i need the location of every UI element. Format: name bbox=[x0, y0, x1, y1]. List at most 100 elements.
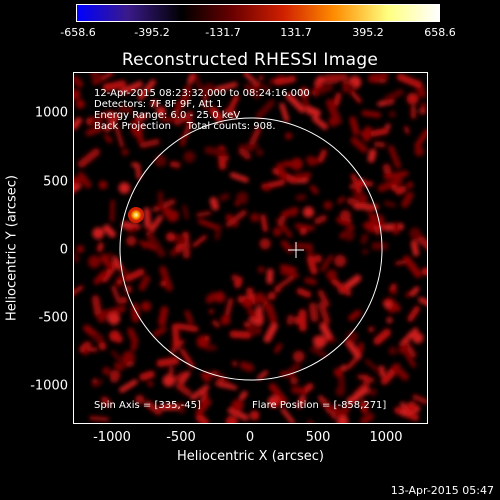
texture-blob bbox=[204, 335, 210, 341]
texture-streak bbox=[209, 197, 220, 211]
texture-streak bbox=[187, 73, 195, 85]
texture-streak bbox=[268, 383, 288, 405]
texture-blob bbox=[231, 360, 238, 367]
texture-blob bbox=[250, 213, 260, 222]
texture-blob bbox=[258, 75, 264, 81]
texture-blob bbox=[299, 227, 308, 236]
timestamp: 13-Apr-2015 05:47 bbox=[390, 484, 494, 497]
texture-blob bbox=[156, 106, 166, 117]
texture-streak bbox=[214, 224, 222, 240]
texture-streak bbox=[330, 277, 352, 296]
texture-blob bbox=[388, 346, 397, 355]
texture-streak bbox=[174, 323, 199, 332]
texture-blob bbox=[325, 332, 333, 340]
texture-streak bbox=[175, 382, 192, 397]
texture-blob bbox=[364, 406, 369, 412]
texture-streak bbox=[260, 214, 268, 233]
texture-blob bbox=[272, 227, 282, 237]
texture-blob bbox=[335, 386, 346, 397]
texture-streak bbox=[178, 401, 186, 414]
texture-streak bbox=[291, 386, 306, 395]
texture-blob bbox=[344, 83, 355, 93]
texture-streak bbox=[118, 105, 134, 114]
texture-streak bbox=[190, 384, 210, 401]
texture-streak bbox=[276, 162, 288, 181]
texture-streak bbox=[403, 126, 410, 135]
texture-streak bbox=[74, 181, 82, 193]
texture-streak bbox=[74, 117, 82, 130]
texture-streak bbox=[114, 124, 125, 148]
texture-blob bbox=[420, 102, 427, 109]
texture-streak bbox=[145, 226, 160, 246]
texture-streak bbox=[346, 356, 359, 370]
x-tick-label: -500 bbox=[166, 430, 196, 445]
texture-streak bbox=[77, 148, 101, 168]
texture-blob bbox=[140, 301, 152, 312]
texture-streak bbox=[360, 233, 369, 245]
texture-streak bbox=[152, 199, 176, 213]
texture-streak bbox=[174, 371, 187, 382]
texture-streak bbox=[310, 185, 319, 195]
texture-blob bbox=[169, 249, 177, 257]
texture-streak bbox=[314, 75, 325, 88]
texture-streak bbox=[396, 73, 422, 89]
texture-blob bbox=[264, 185, 271, 192]
x-axis-label: Heliocentric X (arcsec) bbox=[177, 449, 324, 464]
info-time-range: 12-Apr-2015 08:23:32.000 to 08:24:16.000 bbox=[94, 88, 310, 99]
texture-streak bbox=[159, 265, 173, 292]
texture-streak bbox=[257, 370, 269, 381]
texture-streak bbox=[362, 222, 374, 233]
texture-streak bbox=[401, 347, 417, 368]
texture-streak bbox=[182, 118, 193, 139]
texture-streak bbox=[103, 252, 113, 260]
texture-streak bbox=[196, 211, 211, 218]
texture-streak bbox=[83, 344, 89, 356]
texture-streak bbox=[171, 323, 181, 348]
texture-streak bbox=[215, 82, 238, 92]
texture-streak bbox=[333, 92, 342, 107]
texture-streak bbox=[337, 196, 345, 204]
texture-blob bbox=[231, 274, 239, 282]
texture-streak bbox=[319, 322, 331, 338]
texture-streak bbox=[74, 75, 84, 88]
texture-streak bbox=[192, 235, 207, 248]
texture-streak bbox=[399, 327, 419, 347]
texture-streak bbox=[93, 270, 107, 285]
texture-streak bbox=[296, 288, 312, 298]
texture-blob bbox=[285, 132, 293, 140]
texture-streak bbox=[100, 396, 112, 408]
texture-blob bbox=[162, 207, 172, 217]
texture-streak bbox=[184, 310, 194, 325]
texture-blob bbox=[183, 151, 196, 163]
texture-blob bbox=[414, 146, 425, 157]
texture-streak bbox=[369, 127, 390, 137]
texture-blob bbox=[115, 335, 123, 343]
texture-blob bbox=[334, 254, 347, 267]
texture-streak bbox=[279, 264, 297, 273]
texture-streak bbox=[364, 358, 382, 374]
texture-streak bbox=[209, 106, 224, 123]
texture-streak bbox=[295, 194, 307, 201]
texture-streak bbox=[233, 276, 243, 289]
texture-streak bbox=[112, 256, 123, 271]
texture-streak bbox=[323, 73, 349, 82]
texture-streak bbox=[74, 285, 84, 296]
texture-blob bbox=[97, 313, 107, 323]
info-detectors: Detectors: 7F 8F 9F, Att 1 bbox=[94, 99, 223, 110]
y-tick-label: -500 bbox=[38, 310, 68, 326]
texture-streak bbox=[199, 391, 209, 405]
texture-blob bbox=[385, 123, 391, 129]
texture-streak bbox=[137, 79, 156, 101]
flare-position-label: Flare Position = [-858,271] bbox=[252, 400, 387, 411]
texture-streak bbox=[229, 330, 252, 339]
texture-streak bbox=[205, 292, 218, 304]
texture-blob bbox=[406, 181, 414, 189]
texture-streak bbox=[373, 328, 391, 345]
texture-streak bbox=[360, 413, 375, 423]
texture-streak bbox=[239, 390, 248, 401]
colorbar-tick: 395.2 bbox=[352, 26, 384, 39]
texture-blob bbox=[362, 374, 369, 382]
texture-streak bbox=[413, 232, 427, 250]
texture-streak bbox=[317, 149, 327, 163]
texture-blob bbox=[210, 344, 217, 351]
